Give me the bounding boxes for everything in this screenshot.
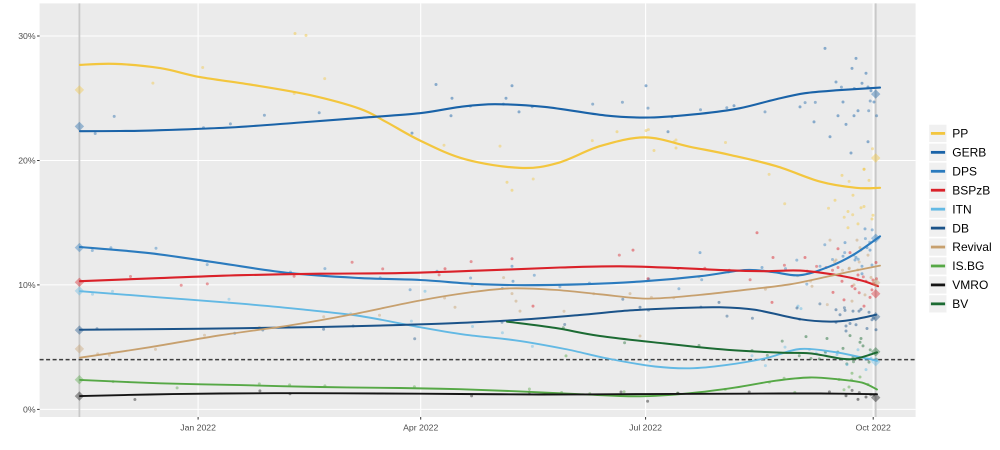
svg-text:IS.BG: IS.BG <box>952 259 984 273</box>
svg-text:20%: 20% <box>18 156 36 166</box>
svg-text:Apr 2022: Apr 2022 <box>403 423 438 433</box>
svg-text:DPS: DPS <box>952 164 977 178</box>
svg-text:Jul 2022: Jul 2022 <box>629 423 662 433</box>
svg-text:0%: 0% <box>23 405 36 415</box>
svg-text:ITN: ITN <box>952 202 971 216</box>
svg-text:Oct 2022: Oct 2022 <box>856 423 891 433</box>
svg-text:VMRO: VMRO <box>952 278 988 292</box>
svg-text:GERB: GERB <box>952 146 986 160</box>
svg-text:PP: PP <box>952 127 968 141</box>
svg-text:DB: DB <box>952 221 969 235</box>
svg-text:BSPzB: BSPzB <box>952 183 990 197</box>
svg-text:Revival: Revival <box>952 240 991 254</box>
svg-text:Jan 2022: Jan 2022 <box>180 423 216 433</box>
svg-text:10%: 10% <box>18 280 36 290</box>
svg-text:30%: 30% <box>18 31 36 41</box>
svg-text:BV: BV <box>952 297 968 311</box>
